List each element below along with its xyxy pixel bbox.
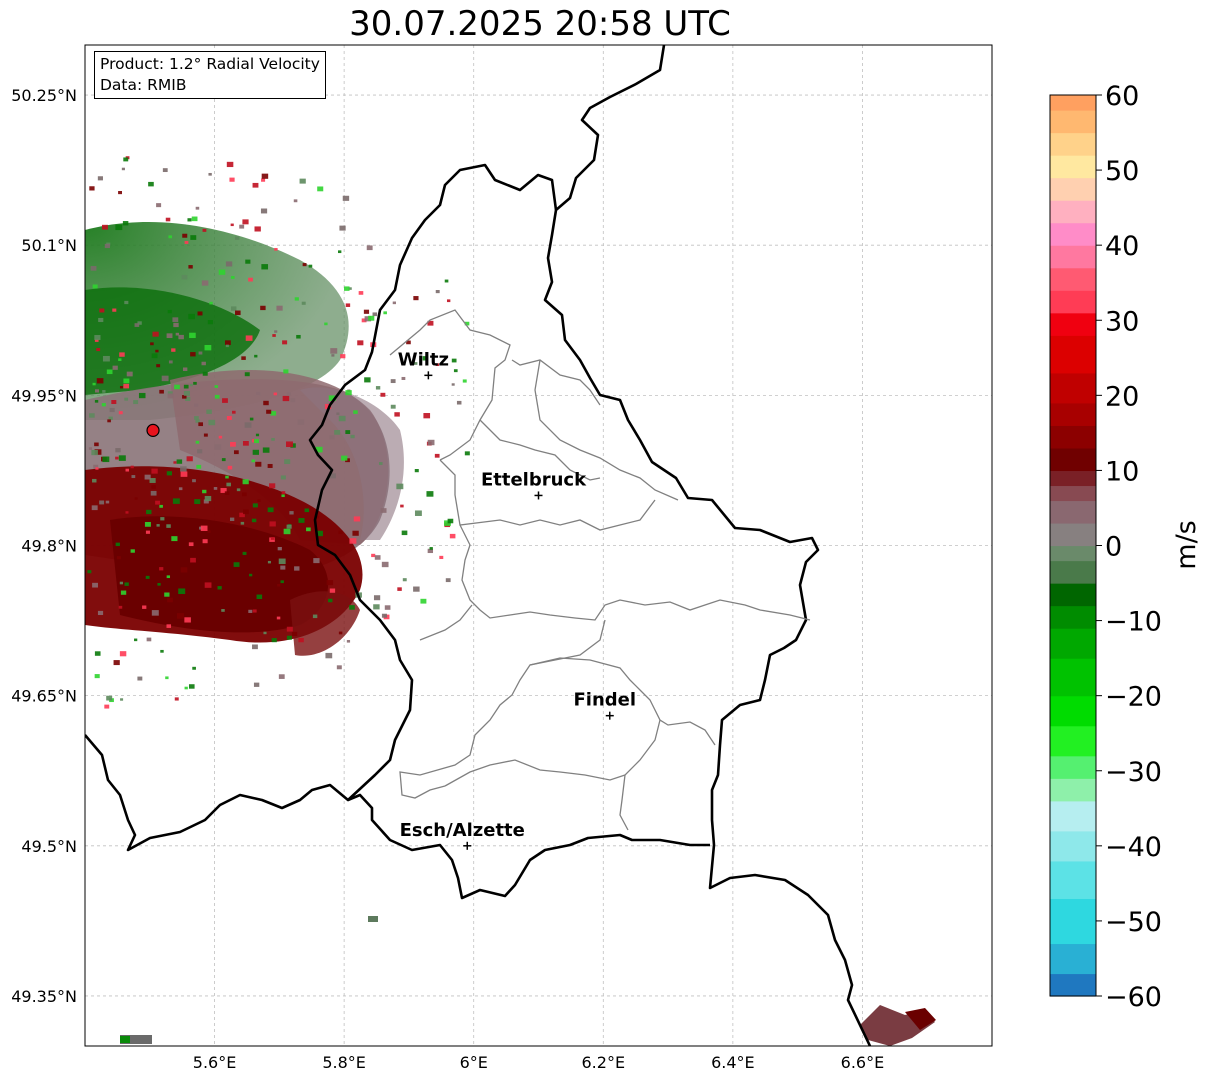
radar-site-marker[interactable] bbox=[146, 423, 160, 437]
city-label: Wiltz bbox=[398, 349, 449, 370]
lat-tick-label: 49.95°N bbox=[11, 386, 77, 405]
city-marker: Esch/Alzette bbox=[400, 820, 525, 850]
lat-tick-label: 49.65°N bbox=[11, 687, 77, 706]
city-label: Findel bbox=[573, 690, 636, 711]
lat-tick-label: 50.25°N bbox=[11, 86, 77, 105]
city-marker: Findel bbox=[573, 690, 636, 720]
city-marker: Ettelbruck bbox=[481, 469, 587, 500]
lon-tick-label: 6.2°E bbox=[582, 1053, 626, 1072]
lat-tick-label: 50.1°N bbox=[21, 236, 77, 255]
map-title: 30.07.2025 20:58 UTC bbox=[349, 4, 731, 44]
country-borders bbox=[85, 45, 872, 1046]
lon-tick-label: 6.6°E bbox=[841, 1053, 885, 1072]
city-markers: Wiltz Ettelbruck Findel Esch/Alzette bbox=[398, 349, 636, 850]
radar-echo-speckles bbox=[87, 156, 470, 709]
lon-tick-label: 5.6°E bbox=[193, 1053, 237, 1072]
axis-ticks: 5.6°E 5.8°E 6°E 6.2°E 6.4°E 6.6°E 50.25°N 50.1°… bbox=[11, 86, 884, 1072]
lon-tick-label: 5.8°E bbox=[322, 1053, 366, 1072]
canton-boundaries bbox=[389, 309, 811, 831]
city-label: Esch/Alzette bbox=[400, 820, 525, 841]
product-label: Product: 1.2° Radial Velocity bbox=[100, 55, 320, 73]
plot-frame bbox=[84, 44, 993, 1047]
city-marker: Wiltz bbox=[398, 349, 449, 380]
lon-tick-label: 6.4°E bbox=[711, 1053, 755, 1072]
product-info-box: Product: 1.2° Radial Velocity Data: RMIB bbox=[94, 51, 326, 99]
lat-tick-label: 49.5°N bbox=[21, 837, 77, 856]
lat-tick-label: 49.35°N bbox=[11, 987, 77, 1006]
lat-tick-label: 49.8°N bbox=[21, 537, 77, 556]
data-source-label: Data: RMIB bbox=[100, 76, 187, 94]
radar-echo-field bbox=[85, 221, 936, 1046]
lon-tick-label: 6°E bbox=[460, 1053, 488, 1072]
city-label: Ettelbruck bbox=[481, 469, 587, 490]
